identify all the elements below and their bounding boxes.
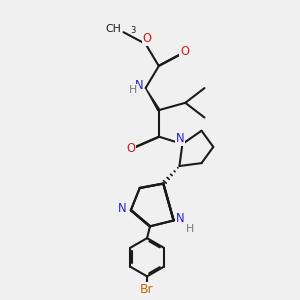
Text: CH: CH [105,24,121,34]
Text: O: O [126,142,135,155]
Polygon shape [146,88,160,111]
Text: N: N [135,79,143,92]
Text: H: H [186,224,194,234]
Text: O: O [180,45,189,58]
Text: N: N [176,212,184,225]
Text: 3: 3 [130,26,135,35]
Text: Br: Br [140,283,154,296]
Text: H: H [129,85,137,94]
Text: N: N [118,202,126,215]
Text: O: O [142,32,152,45]
Text: N: N [176,132,184,145]
